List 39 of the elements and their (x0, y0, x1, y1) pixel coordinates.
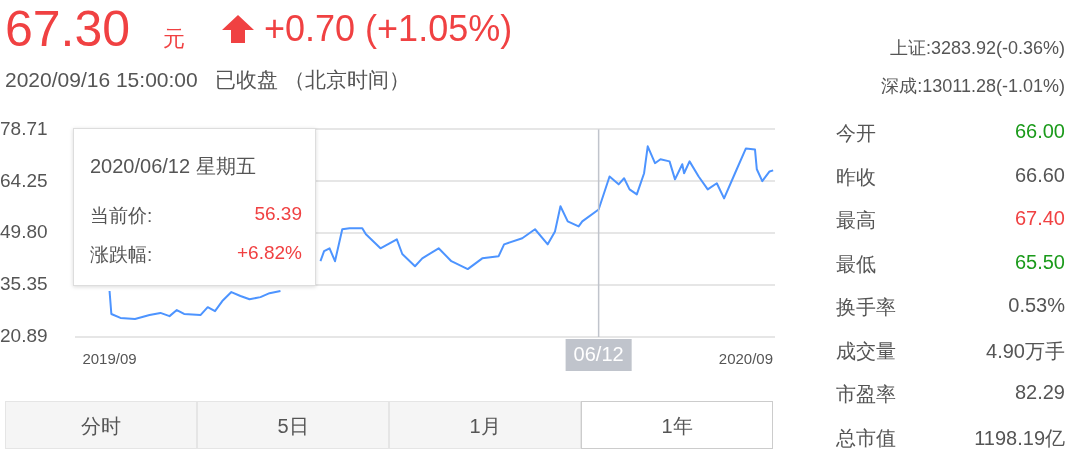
annotation: 涨跌幅: (90, 243, 153, 267)
annotation: 当前价: (90, 204, 153, 228)
ref-line-label: 06/12 (573, 342, 624, 365)
tab[interactable]: 1年 (581, 401, 773, 449)
text: 66.00 (1014, 120, 1065, 143)
text: 4.90万手 (986, 338, 1065, 364)
text: 82.29 (1014, 381, 1065, 404)
chart-title: 67.30 (5, 0, 131, 58)
text: 65.50 (1014, 250, 1065, 274)
text: 0.53% (1008, 294, 1065, 317)
text: 换手率 (836, 295, 896, 320)
text: 最高 (836, 208, 876, 233)
annotation: 2020/06/12 星期五 (90, 154, 256, 179)
text: 市盈率 (836, 382, 896, 407)
x-tick-label: 2020/09 (718, 350, 774, 368)
text: 成交量 (836, 338, 896, 364)
y-tick-label: 20.89 (0, 325, 48, 347)
text: 总市值 (836, 425, 896, 451)
text: 最低 (836, 251, 876, 277)
chart-subtitle: 2020/09/16 15:00:00 已收盘 （北京时间） (5, 67, 411, 93)
y-tick-label: 64.25 (0, 169, 48, 191)
y-tick-label: 78.71 (0, 117, 48, 139)
text: 67.40 (1014, 207, 1065, 230)
text: 元 (163, 25, 185, 53)
text: +0.70 (+1.05%) (264, 8, 513, 50)
x-tick-label: 2019/09 (82, 350, 137, 368)
tab[interactable]: 1月 (389, 401, 581, 449)
text: 66.60 (1014, 163, 1065, 187)
text: 深成:13011.28(-1.01%) (881, 75, 1065, 98)
text: 昨收 (836, 164, 876, 190)
annotation: +6.82% (237, 242, 302, 264)
tab[interactable]: 分时 (5, 401, 197, 449)
annotation: 56.39 (254, 203, 302, 225)
tab[interactable]: 5日 (197, 401, 389, 449)
text: 今开 (836, 121, 876, 146)
text: 上证:3283.92(-0.36%) (889, 37, 1065, 60)
y-tick-label: 49.80 (0, 221, 48, 243)
text: 1198.19亿 (974, 425, 1065, 451)
y-tick-label: 35.35 (0, 273, 48, 295)
